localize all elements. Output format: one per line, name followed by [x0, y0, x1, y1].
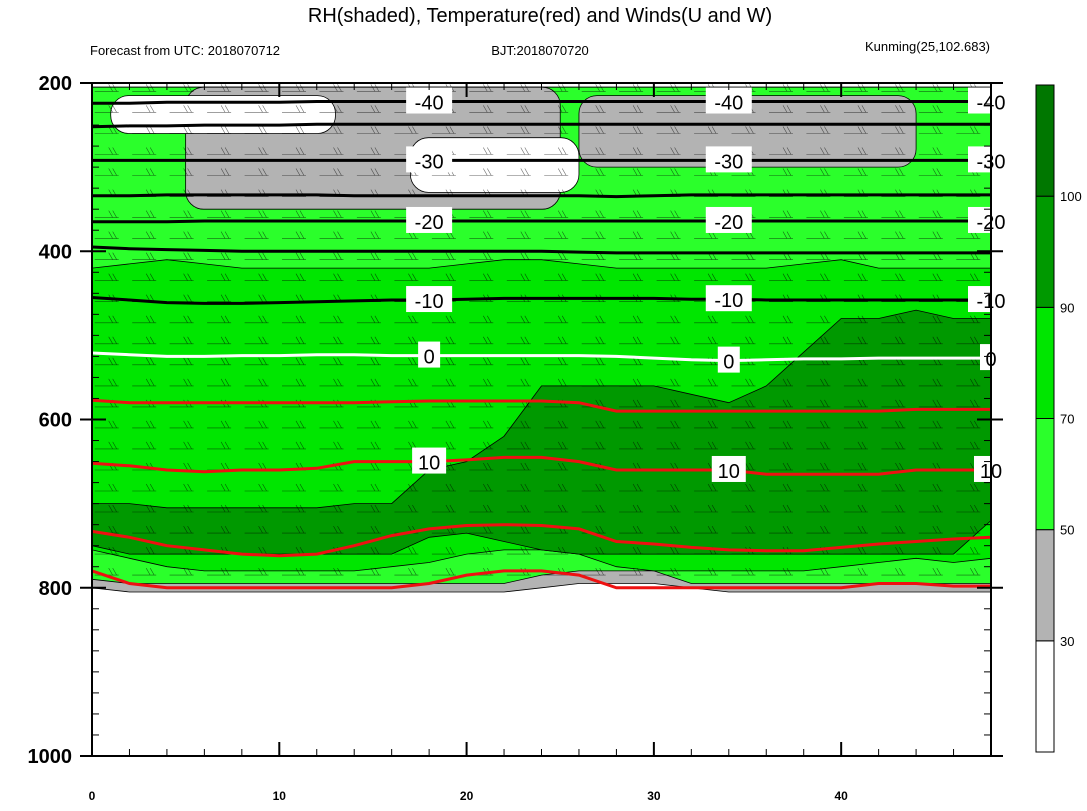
temp-contour--20: [92, 219, 991, 224]
y-tick-label: 800: [39, 578, 72, 600]
colorbar-segment: [1035, 84, 1055, 197]
temp-contour--10: [92, 296, 991, 305]
contour-label-bg: [406, 206, 453, 233]
rh-shading: [92, 86, 991, 593]
contour-label: -20: [415, 212, 444, 234]
colorbar-tick-label: 30: [1060, 634, 1074, 649]
contour-label-bg: [406, 87, 453, 114]
contour-label: -30: [415, 151, 444, 173]
y-tick-label: 600: [39, 410, 72, 432]
temp-contour-10: [92, 455, 991, 476]
bjt-info: BJT:2018070720: [491, 43, 589, 58]
y-tick-label: 200: [39, 73, 72, 95]
temp-contour--35: [92, 122, 991, 129]
contour-label: 10: [418, 453, 440, 475]
contour-label-bg: [711, 455, 746, 482]
colorbar-tick-label: 90: [1060, 300, 1074, 315]
contour-label: 0: [723, 352, 734, 374]
y-tick-label: 1000: [28, 746, 73, 768]
temp-contour-15: [92, 523, 991, 558]
contour-label: -40: [415, 93, 444, 115]
x-tick-label: 40: [834, 789, 848, 803]
colorbar-tick-label: 100: [1060, 189, 1082, 204]
contour-label-bg: [705, 285, 752, 312]
temp-contour-0: [92, 351, 991, 363]
contour-label: -10: [415, 291, 444, 313]
contour-label: -40: [714, 93, 743, 115]
station-info: Kunming(25,102.683): [865, 39, 990, 54]
temp-contour--15: [92, 245, 991, 255]
forecast-info: Forecast from UTC: 2018070712: [90, 43, 280, 58]
y-tick-label: 400: [39, 241, 72, 263]
colorbar-tick-label: 50: [1060, 523, 1074, 538]
colorbar-segment: [1035, 529, 1055, 642]
contour-label: -10: [714, 290, 743, 312]
contour-label: 0: [424, 347, 435, 369]
x-tick-label: 30: [647, 789, 661, 803]
colorbar-tick-label: 70: [1060, 412, 1074, 427]
contour-label: -30: [714, 151, 743, 173]
temp-contour-5: [92, 398, 991, 413]
contour-label-bg: [705, 146, 752, 173]
x-tick-label: 20: [460, 789, 474, 803]
contour-labels: -40 -40 -40-30 -30 -30-20 -20 -20-10 -10 -100 0 01…: [406, 87, 1014, 483]
temp-contour-20: [92, 569, 991, 590]
colorbar: 30 50 70 90 100: [1035, 84, 1082, 753]
x-tick-label: 10: [273, 789, 287, 803]
rh-dry-patches: [110, 86, 917, 210]
contour-label: -20: [714, 212, 743, 234]
contour-label-bg: [406, 286, 453, 313]
contour-label-bg: [705, 87, 752, 114]
x-tick-label: 0: [89, 789, 96, 803]
contour-label-bg: [418, 341, 441, 368]
contour-label: 10: [718, 461, 740, 483]
contour-label-bg: [705, 206, 752, 233]
plot-area: [92, 83, 991, 756]
colorbar-segment: [1035, 195, 1055, 308]
contour-label-bg: [412, 447, 447, 474]
contour-label-bg: [406, 146, 453, 173]
temp-contour--25: [92, 193, 991, 199]
colorbar-segment: [1035, 640, 1055, 753]
temp-contour--40: [92, 100, 991, 105]
colorbar-segment: [1035, 418, 1055, 531]
colorbar-segment: [1035, 306, 1055, 420]
chart-title: RH(shaded), Temperature(red) and Winds(U…: [308, 5, 772, 27]
temperature-contours: [92, 100, 991, 590]
contour-label-bg: [717, 346, 740, 373]
